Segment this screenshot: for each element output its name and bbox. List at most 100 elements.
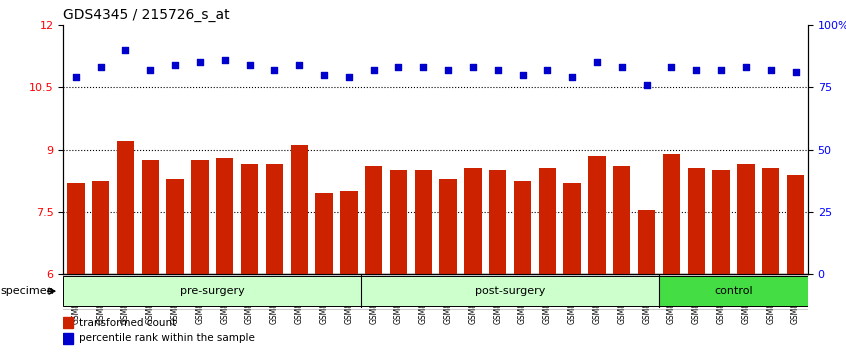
Point xyxy=(94,64,107,70)
Bar xyxy=(316,193,332,274)
Text: GSM842038: GSM842038 xyxy=(717,278,726,324)
Text: GSM842024: GSM842024 xyxy=(369,278,378,324)
Text: GSM842025: GSM842025 xyxy=(394,278,403,324)
Bar xyxy=(489,170,507,274)
Bar xyxy=(737,164,755,274)
Point xyxy=(367,67,381,73)
Text: GSM842022: GSM842022 xyxy=(320,278,328,324)
Text: specimen: specimen xyxy=(1,286,55,296)
Bar xyxy=(216,158,233,274)
Bar xyxy=(141,160,159,274)
Bar xyxy=(63,333,73,344)
Point xyxy=(640,82,653,87)
Text: GSM842030: GSM842030 xyxy=(518,278,527,324)
Bar xyxy=(662,154,680,274)
Text: GSM842021: GSM842021 xyxy=(294,278,304,324)
Bar xyxy=(563,183,581,274)
Bar xyxy=(638,210,656,274)
Point xyxy=(317,72,331,78)
Bar xyxy=(63,276,361,306)
Bar xyxy=(762,168,779,274)
Bar xyxy=(588,156,606,274)
Text: GSM842015: GSM842015 xyxy=(146,278,155,324)
Text: GSM842026: GSM842026 xyxy=(419,278,428,324)
Bar xyxy=(613,166,630,274)
Point xyxy=(267,67,281,73)
Point xyxy=(591,59,604,65)
Point xyxy=(168,62,182,68)
Bar xyxy=(415,170,432,274)
Bar xyxy=(63,318,73,328)
Text: post-surgery: post-surgery xyxy=(475,286,546,296)
Bar xyxy=(67,183,85,274)
Point xyxy=(293,62,306,68)
Point xyxy=(739,64,753,70)
Bar xyxy=(659,276,808,306)
Text: GSM842037: GSM842037 xyxy=(692,278,700,324)
Text: GSM842029: GSM842029 xyxy=(493,278,503,324)
Point xyxy=(144,67,157,73)
Bar xyxy=(290,145,308,274)
Text: GSM842031: GSM842031 xyxy=(543,278,552,324)
Bar xyxy=(688,168,705,274)
Text: GSM842027: GSM842027 xyxy=(443,278,453,324)
Text: GSM842032: GSM842032 xyxy=(568,278,577,324)
Point xyxy=(516,72,530,78)
Point xyxy=(193,59,206,65)
Point xyxy=(416,64,430,70)
Bar xyxy=(361,276,659,306)
Point xyxy=(764,67,777,73)
Bar xyxy=(514,181,531,274)
Text: GSM842016: GSM842016 xyxy=(171,278,179,324)
Bar xyxy=(167,179,184,274)
Point xyxy=(788,69,802,75)
Text: control: control xyxy=(714,286,753,296)
Bar xyxy=(117,141,135,274)
Point xyxy=(69,74,83,80)
Point xyxy=(541,67,554,73)
Text: GSM842033: GSM842033 xyxy=(592,278,602,324)
Text: GSM842035: GSM842035 xyxy=(642,278,651,324)
Point xyxy=(689,67,703,73)
Text: GSM842014: GSM842014 xyxy=(121,278,130,324)
Bar xyxy=(464,168,481,274)
Bar xyxy=(539,168,556,274)
Text: GSM842019: GSM842019 xyxy=(245,278,254,324)
Point xyxy=(466,64,480,70)
Text: GSM842020: GSM842020 xyxy=(270,278,279,324)
Text: GSM842041: GSM842041 xyxy=(791,278,800,324)
Text: GSM842034: GSM842034 xyxy=(618,278,626,324)
Text: GSM842017: GSM842017 xyxy=(195,278,205,324)
Point xyxy=(491,67,504,73)
Bar xyxy=(390,170,407,274)
Bar xyxy=(340,191,358,274)
Text: transformed count: transformed count xyxy=(79,318,176,328)
Text: GDS4345 / 215726_s_at: GDS4345 / 215726_s_at xyxy=(63,8,230,22)
Point xyxy=(118,47,132,53)
Bar xyxy=(92,181,109,274)
Text: GSM842040: GSM842040 xyxy=(766,278,775,324)
Bar xyxy=(241,164,258,274)
Point xyxy=(565,74,579,80)
Point xyxy=(615,64,629,70)
Text: GSM842036: GSM842036 xyxy=(667,278,676,324)
Point xyxy=(243,62,256,68)
Text: pre-surgery: pre-surgery xyxy=(180,286,244,296)
Text: GSM842013: GSM842013 xyxy=(96,278,105,324)
Text: GSM842028: GSM842028 xyxy=(469,278,477,324)
Text: GSM842018: GSM842018 xyxy=(220,278,229,324)
Bar xyxy=(787,175,805,274)
Text: GSM842012: GSM842012 xyxy=(71,278,80,324)
Point xyxy=(218,57,232,63)
Text: GSM842023: GSM842023 xyxy=(344,278,354,324)
Point xyxy=(665,64,678,70)
Bar xyxy=(439,179,457,274)
Bar xyxy=(266,164,283,274)
Bar xyxy=(712,170,730,274)
Point xyxy=(442,67,455,73)
Bar xyxy=(191,160,209,274)
Point xyxy=(714,67,728,73)
Text: GSM842039: GSM842039 xyxy=(741,278,750,324)
Point xyxy=(342,74,355,80)
Bar xyxy=(365,166,382,274)
